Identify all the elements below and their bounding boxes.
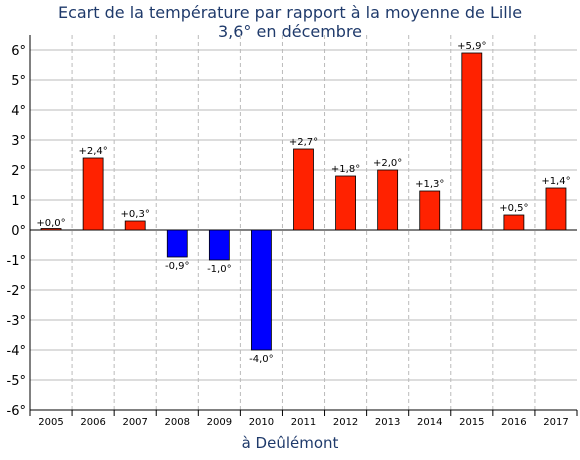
bar (251, 229, 272, 351)
y-tick-label: 2° (11, 164, 26, 179)
data-label: +1,3° (415, 179, 444, 190)
data-label: +0,0° (36, 218, 65, 229)
bar (82, 157, 104, 231)
y-tick-label: -5° (7, 374, 26, 389)
x-tick-label: 2005 (38, 417, 63, 428)
bar (40, 228, 62, 231)
bar (208, 229, 230, 261)
bar (503, 214, 525, 231)
y-tick-label: -4° (7, 344, 26, 359)
data-label: +2,4° (78, 146, 107, 157)
y-tick-label: -6° (7, 404, 26, 419)
x-tick-label: 2008 (165, 417, 190, 428)
x-tick-label: 2016 (501, 417, 526, 428)
data-label: +2,0° (373, 158, 402, 169)
data-label: -4,0° (249, 354, 274, 365)
y-tick-label: 1° (11, 194, 26, 209)
x-tick-label: 2013 (375, 417, 400, 428)
y-tick-label: 4° (11, 104, 26, 119)
data-label: -1,0° (207, 264, 232, 275)
x-tick-label: 2007 (122, 417, 147, 428)
y-tick-label: 0° (11, 224, 26, 239)
bar (335, 175, 356, 231)
x-tick-label: 2012 (333, 417, 358, 428)
bar (166, 229, 188, 258)
bar (545, 187, 567, 231)
x-tick-label: 2009 (207, 417, 232, 428)
data-label: +1,8° (331, 164, 360, 175)
bar (461, 52, 483, 231)
chart-title: Ecart de la température par rapport à la… (57, 3, 523, 22)
x-tick-label: 2011 (291, 417, 316, 428)
x-tick-label: 2010 (249, 417, 274, 428)
bar (293, 148, 314, 231)
data-label: +0,3° (121, 209, 150, 220)
y-tick-label: 6° (11, 44, 26, 59)
data-label: +0,5° (499, 203, 528, 214)
data-label: +1,4° (541, 176, 570, 187)
y-tick-label: -3° (7, 314, 26, 329)
x-axis-label: à Deûlémont (241, 434, 339, 452)
bar (419, 190, 441, 231)
x-tick-label: 2017 (543, 417, 568, 428)
y-tick-label: -1° (7, 254, 26, 269)
x-tick-label: 2006 (80, 417, 105, 428)
x-tick-label: 2014 (417, 417, 442, 428)
data-label: +2,7° (289, 137, 318, 148)
y-tick-label: -2° (7, 284, 26, 299)
data-label: -0,9° (165, 261, 190, 272)
chart-subtitle: 3,6° en décembre (217, 22, 363, 41)
bar (377, 169, 399, 231)
y-tick-label: 5° (11, 74, 26, 89)
y-tick-label: 3° (11, 134, 26, 149)
data-label: +5,9° (457, 41, 486, 52)
bar (124, 220, 146, 231)
x-tick-label: 2015 (459, 417, 484, 428)
